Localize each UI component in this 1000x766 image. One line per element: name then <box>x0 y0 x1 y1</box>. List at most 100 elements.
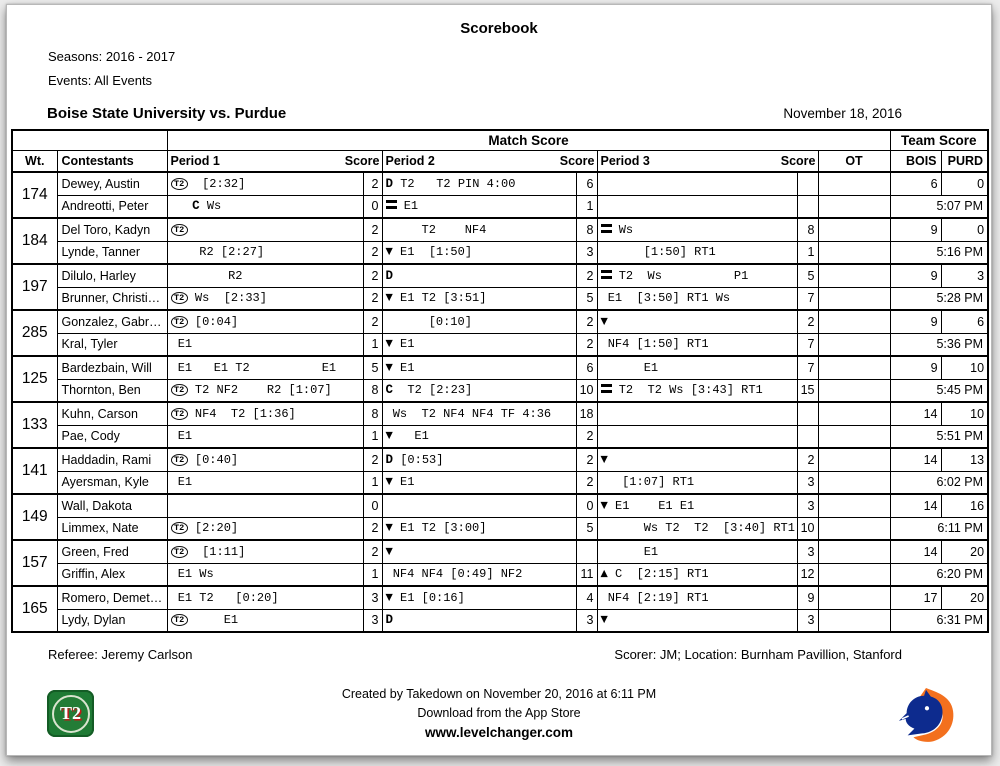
ot-cell <box>817 401 891 426</box>
ot-cell <box>817 608 891 633</box>
period-score: 3 <box>796 539 819 564</box>
ot-cell <box>817 194 891 219</box>
period2-label: Period 2 <box>385 153 435 168</box>
ot-cell <box>817 447 891 472</box>
period-events: Ws T2 T2 [3:40] RT1 <box>596 516 798 541</box>
team-score-purd: 10 <box>940 401 989 426</box>
wrestler-name: Andreotti, Peter <box>56 194 168 219</box>
defer-choice-icon: D <box>385 176 394 191</box>
period-text: T2 NF4 <box>385 222 487 237</box>
event-date: November 18, 2016 <box>783 106 902 121</box>
period-score: 3 <box>362 608 383 633</box>
period-events: T2 [0:40] <box>166 447 364 472</box>
period-score: 2 <box>362 516 383 541</box>
website-text: www.levelchanger.com <box>424 725 574 740</box>
period-events: E1 [3:50] RT1 Ws <box>596 286 798 311</box>
wrestler-row: 285 Gonzalez, Gabr… T2 [0:04] 2 [0:10] 2 ▼ 2 9 6 <box>11 309 989 357</box>
period-score: 1 <box>362 562 383 587</box>
wrestler-name: Griffin, Alex <box>56 562 168 587</box>
ot-cell <box>817 286 891 311</box>
period-events: D <box>381 608 577 633</box>
period-events: R2 [2:27] <box>166 240 364 265</box>
events-label: Events: All Events <box>48 73 153 88</box>
period-events: ▼ E1 <box>381 355 577 380</box>
team-score-bois: 9 <box>889 355 942 380</box>
period-events: NF4 [2:19] RT1 <box>596 585 798 610</box>
period1-column-header: Period 1 Score <box>166 149 383 173</box>
period-events: E1 <box>596 539 798 564</box>
header-spacer <box>11 129 168 151</box>
wrestler-row: Lydy, Dylan T2 E1 3 D 3 ▼ 3 6:31 PM <box>12 608 989 633</box>
period-events: E1 <box>166 424 364 449</box>
period-text: E1 T2 [3:00] <box>392 521 487 536</box>
score3-label: Score <box>780 153 816 168</box>
period-events: C Ws <box>166 194 364 219</box>
wrestler-row: 165 Romero, Demet… E1 T2 [0:20] 3 ▼ E1 [0:1… <box>11 585 989 633</box>
period-events: T2 [0:04] <box>166 309 364 334</box>
period-events: T2 NF4 <box>381 217 577 242</box>
period-text: E1 T2 [3:51] <box>392 291 487 306</box>
ot-cell <box>817 171 891 196</box>
referee-label: Referee: Jeremy Carlson <box>48 647 193 662</box>
period-text: [0:40] <box>187 452 239 467</box>
period-text: [0:10] <box>385 314 472 329</box>
period-score: 2 <box>362 539 383 564</box>
team-score-header: Team Score <box>889 129 989 151</box>
first-takedown-icon: T2 <box>170 407 188 420</box>
period-events: E1 <box>166 332 364 357</box>
period-score: 10 <box>575 378 598 403</box>
period-events: ▼ E1 <box>381 470 577 495</box>
period-events: [1:50] RT1 <box>596 240 798 265</box>
matchup-title: Boise State University vs. Purdue <box>47 105 287 122</box>
down-choice-icon: ▼ <box>600 614 608 626</box>
contestants-column-header: Contestants <box>56 149 168 173</box>
wrestler-row: 174 Dewey, Austin T2 [2:32] 2 D T2 T2 PIN 4:… <box>11 171 989 219</box>
team-score-bois: 14 <box>889 493 942 518</box>
period-score <box>796 171 819 196</box>
period-text: T2 Ws P1 <box>611 268 749 283</box>
period-text: Ws <box>611 222 634 237</box>
first-takedown-icon: T2 <box>170 545 188 558</box>
weight-label: 174 <box>11 171 58 219</box>
score2-label: Score <box>559 153 595 168</box>
period-text: [1:07] RT1 <box>600 475 695 490</box>
defer-choice-icon: D <box>385 613 394 628</box>
ot-cell <box>817 493 891 518</box>
period-events: ▼ E1 T2 [3:00] <box>381 516 577 541</box>
period-events: Ws <box>596 217 798 242</box>
period-events: T2 Ws P1 <box>596 263 798 288</box>
period-score: 11 <box>575 562 598 587</box>
period-events: T2 E1 <box>166 608 364 633</box>
ot-cell <box>817 355 891 380</box>
first-takedown-icon: T2 <box>170 177 188 190</box>
period-score: 0 <box>575 493 598 518</box>
period-score: 5 <box>362 355 383 380</box>
weight-label: 165 <box>11 585 58 633</box>
period-text: [2:32] <box>187 176 246 191</box>
period-score: 12 <box>796 562 819 587</box>
period-text: E1 <box>392 475 415 490</box>
period-score: 2 <box>362 263 383 288</box>
period-score: 7 <box>796 286 819 311</box>
wrestler-name: Del Toro, Kadyn <box>56 217 168 242</box>
period-text: E1 <box>396 199 419 214</box>
down-choice-icon: ▼ <box>385 361 393 373</box>
defer-choice-icon: D <box>385 452 394 467</box>
period-text: R2 <box>170 268 243 283</box>
wrestler-row: Limmex, Nate T2 [2:20] 2 ▼ E1 T2 [3:00] 5 Ws… <box>12 516 989 541</box>
neutral-choice-icon <box>600 384 612 394</box>
defer-choice-icon: D <box>385 268 394 283</box>
ot-cell <box>817 585 891 610</box>
neutral-choice-icon <box>385 200 397 210</box>
wrestler-row: Andreotti, Peter C Ws 0 E1 1 5:07 PM <box>12 194 989 219</box>
period-text: T2 T2 PIN 4:00 <box>393 176 516 191</box>
period-score: 2 <box>796 309 819 334</box>
match-time: 6:11 PM <box>889 516 989 541</box>
down-choice-icon: ▼ <box>385 522 393 534</box>
team-score-purd: 6 <box>940 309 989 334</box>
weight-column-header: Wt. <box>11 149 58 173</box>
period-events: NF4 [1:50] RT1 <box>596 332 798 357</box>
period-score: 2 <box>575 424 598 449</box>
period-text: E1 E1 T2 E1 <box>170 360 337 375</box>
bois-column-header: BOIS <box>889 149 942 173</box>
